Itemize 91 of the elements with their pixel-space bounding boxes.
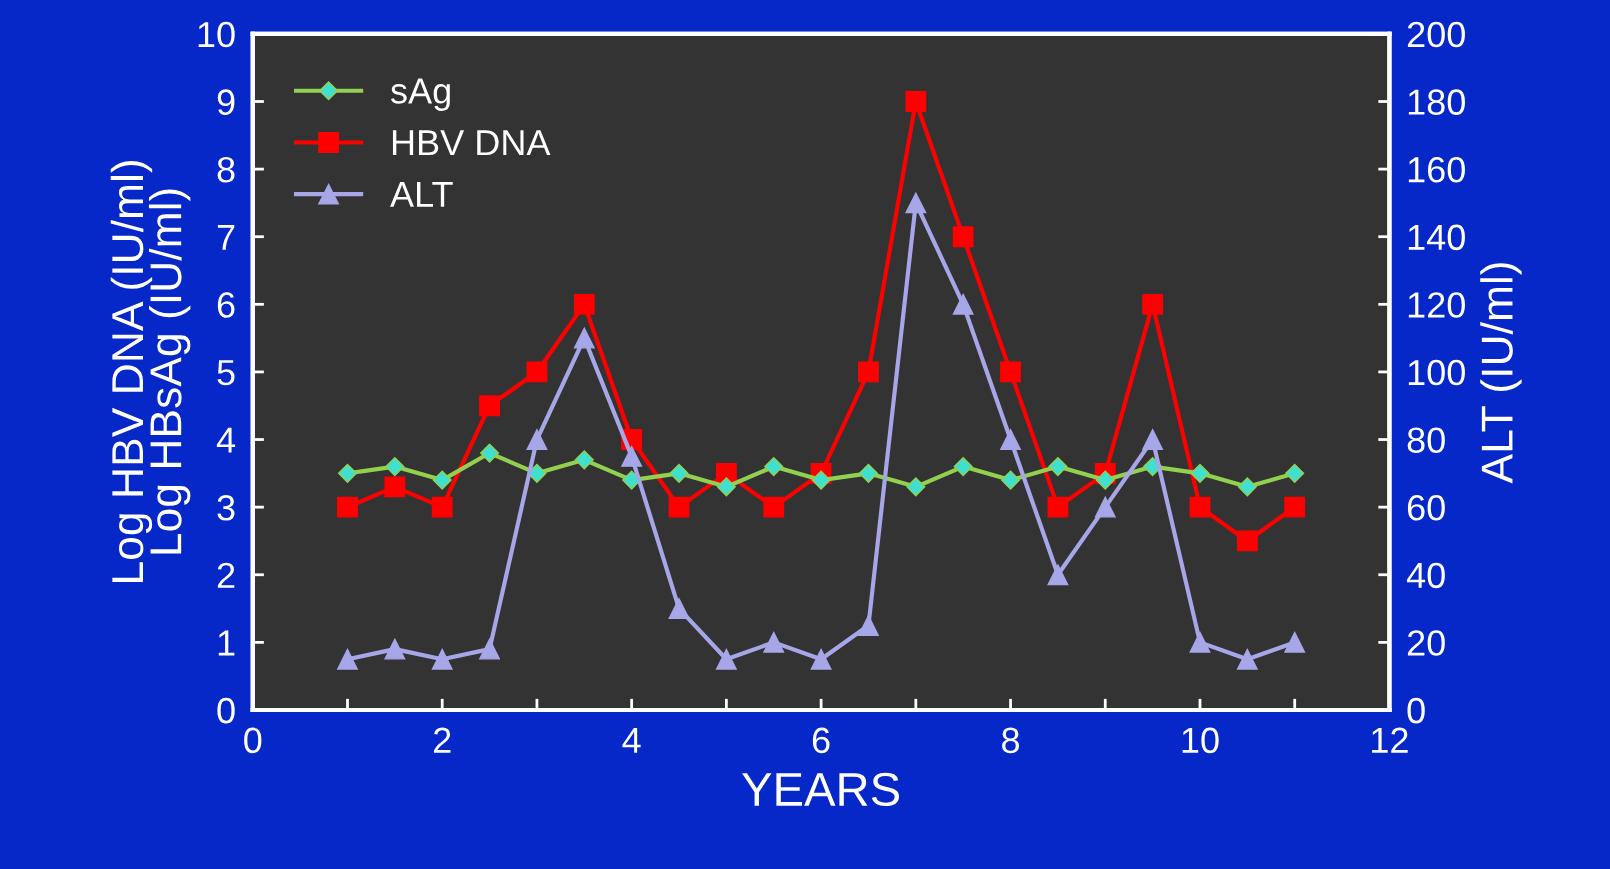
- point: [1284, 631, 1306, 653]
- point: [764, 457, 784, 477]
- point: [1189, 496, 1211, 518]
- point: [1142, 293, 1164, 315]
- point: [1284, 496, 1306, 518]
- point: [668, 496, 690, 518]
- point: [479, 638, 500, 660]
- point: [1142, 429, 1164, 450]
- x-tick-label: 0: [244, 727, 262, 754]
- point: [337, 463, 358, 483]
- point: [1095, 470, 1115, 490]
- point: [952, 226, 974, 248]
- point: [337, 648, 358, 670]
- y2-tick-label: 40: [1406, 562, 1445, 589]
- y2-tick-label: 60: [1407, 495, 1445, 521]
- legend-label: ALT: [390, 181, 453, 207]
- y2-tick-label: 0: [1407, 697, 1425, 724]
- y-tick-label: 9: [217, 89, 235, 115]
- y2-tick-label: 200: [1407, 21, 1465, 48]
- point: [1189, 631, 1211, 653]
- y2-tick-label: 120: [1408, 292, 1465, 318]
- point: [953, 457, 973, 477]
- x-axis-title: YEARS: [742, 772, 899, 807]
- point: [1237, 477, 1257, 497]
- point: [811, 470, 831, 490]
- point: [479, 395, 500, 417]
- point: [384, 638, 406, 660]
- y-tick-label: 6: [217, 292, 235, 318]
- x-tick-label: 12: [1372, 727, 1408, 753]
- y-tick-label: 2: [217, 562, 235, 588]
- point: [526, 429, 548, 450]
- y-tick-label: 1: [218, 630, 235, 656]
- point: [1190, 463, 1210, 483]
- y-tick-label: 4: [216, 427, 236, 453]
- point: [1236, 648, 1258, 670]
- point: [952, 293, 974, 315]
- x-tick-label: 2: [433, 727, 451, 753]
- point: [716, 477, 736, 497]
- point: [480, 443, 500, 463]
- point: [1000, 361, 1021, 383]
- point: [431, 648, 453, 670]
- x-tick-label: 10: [1182, 727, 1219, 754]
- y2-tick-label: 160: [1408, 156, 1465, 183]
- point: [1047, 496, 1069, 518]
- y-tick-label: 5: [217, 360, 235, 386]
- point: [810, 648, 832, 670]
- point: [906, 477, 926, 497]
- point: [763, 631, 785, 653]
- point: [574, 450, 594, 470]
- point: [858, 463, 878, 483]
- legend-label: sAg: [391, 78, 450, 111]
- x-tick-label: 6: [812, 727, 830, 754]
- point: [905, 192, 927, 214]
- y-tick-label: 0: [217, 697, 235, 724]
- point: [431, 496, 453, 518]
- point: [1001, 470, 1021, 490]
- point: [573, 293, 595, 315]
- y-tick-label: 8: [217, 156, 235, 183]
- y2-tick-label: 140: [1408, 224, 1465, 251]
- y-axis-title: Log HBV DNA (IU/ml) Log HBsAg (IU/ml): [110, 161, 191, 582]
- point: [337, 496, 358, 518]
- point: [905, 91, 927, 112]
- point: [669, 463, 689, 483]
- point: [526, 361, 548, 383]
- x-tick-label: 8: [1002, 727, 1020, 754]
- y2-tick-label: 100: [1408, 359, 1465, 386]
- y-tick-label: 3: [217, 495, 235, 521]
- point: [1048, 457, 1068, 477]
- legend-label: HBV DNA: [392, 130, 551, 156]
- point: [573, 327, 595, 349]
- point: [1047, 564, 1069, 586]
- point: [1094, 496, 1116, 518]
- point: [1000, 429, 1021, 450]
- point: [1236, 530, 1258, 552]
- y2-tick-label: 20: [1407, 630, 1445, 656]
- y2-axis-title: ALT (IU/ml): [1480, 263, 1522, 484]
- y-tick-label: 10: [198, 21, 235, 48]
- point: [858, 615, 879, 636]
- point: [1285, 463, 1305, 483]
- y2-tick-label: 180: [1408, 89, 1465, 115]
- point: [385, 457, 405, 477]
- point: [763, 496, 785, 518]
- point: [384, 476, 406, 498]
- y2-tick-label: 80: [1407, 427, 1445, 453]
- point: [858, 361, 879, 383]
- x-tick-label: 4: [622, 727, 641, 753]
- point: [668, 598, 690, 619]
- point: [621, 446, 643, 467]
- y-tick-label: 7: [217, 224, 235, 250]
- point: [715, 648, 737, 670]
- point: [432, 470, 452, 490]
